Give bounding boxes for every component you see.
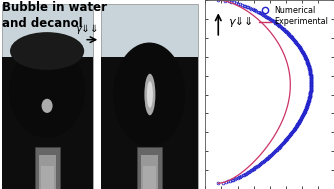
Experimental — [221, 0, 225, 2]
Ellipse shape — [10, 32, 84, 70]
Bar — [39, 155, 56, 189]
Numerical — [302, 111, 306, 113]
Bar — [143, 166, 156, 189]
Numerical — [223, 0, 227, 2]
Experimental — [285, 107, 289, 110]
Ellipse shape — [113, 43, 185, 146]
Ellipse shape — [144, 74, 155, 115]
Text: γ⇓⇓: γ⇓⇓ — [75, 24, 99, 34]
Text: γ⇓⇓: γ⇓⇓ — [228, 17, 253, 27]
Bar — [101, 4, 198, 189]
Bar — [101, 57, 198, 189]
Bar — [2, 4, 93, 189]
Text: Bubble in water
and decanol: Bubble in water and decanol — [2, 1, 107, 30]
Numerical — [216, 0, 220, 1]
Bar — [41, 166, 54, 189]
Experimental — [285, 108, 289, 110]
Line: Numerical: Numerical — [217, 0, 313, 185]
Numerical — [216, 182, 220, 184]
Experimental — [216, 0, 220, 1]
Bar — [2, 57, 93, 189]
Numerical — [304, 107, 308, 110]
Bar — [141, 155, 158, 189]
Ellipse shape — [9, 43, 85, 138]
Ellipse shape — [147, 81, 153, 108]
Experimental — [259, 153, 263, 156]
Numerical — [304, 108, 308, 110]
Experimental — [247, 165, 251, 167]
Bar — [35, 147, 60, 189]
Legend: Numerical, Experimental: Numerical, Experimental — [258, 4, 330, 28]
Bar — [137, 147, 162, 189]
Experimental — [284, 111, 288, 113]
Ellipse shape — [41, 99, 53, 113]
Numerical — [255, 165, 259, 167]
Numerical — [270, 153, 274, 156]
Line: Experimental: Experimental — [218, 0, 290, 183]
Experimental — [216, 182, 220, 184]
